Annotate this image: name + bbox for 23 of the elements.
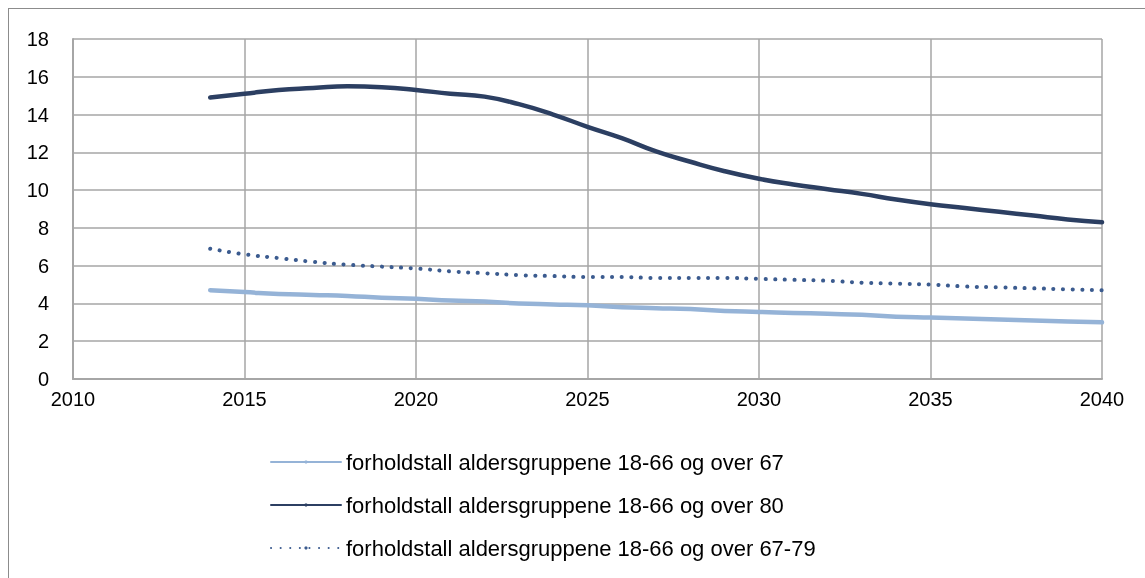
y-tick-label: 4 — [37, 292, 49, 315]
x-tick-label: 2035 — [908, 388, 953, 410]
y-tick-label: 14 — [26, 103, 49, 126]
x-tick-label: 2020 — [393, 388, 439, 410]
x-tick-label: 2015 — [222, 388, 267, 410]
legend-label: forholdstall aldersgruppene 18-66 og over 80 — [346, 492, 784, 518]
x-tick-label: 2010 — [50, 388, 96, 410]
line-series — [207, 83, 1105, 225]
y-tick-label: 2 — [37, 330, 49, 353]
y-tick-label: 12 — [26, 141, 49, 164]
x-tick-label: 2030 — [736, 388, 782, 410]
line-series — [207, 287, 1105, 325]
legend-label: forholdstall aldersgruppene 18-66 og over 67-79 — [346, 535, 816, 561]
legend-label: forholdstall aldersgruppene 18-66 og over 67 — [346, 449, 784, 475]
y-tick-label: 8 — [37, 216, 49, 239]
y-tick-label: 6 — [37, 254, 49, 277]
y-tick-label: 10 — [26, 179, 49, 202]
line-series — [208, 246, 1104, 293]
x-tick-label: 2040 — [1079, 388, 1125, 410]
y-tick-label: 16 — [26, 65, 49, 88]
x-tick-label: 2025 — [565, 388, 610, 410]
y-tick-label: 18 — [26, 28, 49, 50]
y-tick-label: 0 — [37, 368, 49, 390]
